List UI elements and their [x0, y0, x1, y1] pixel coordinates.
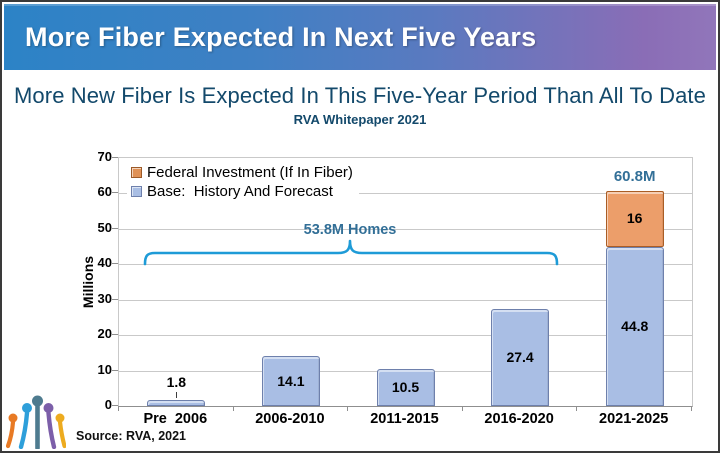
y-axis-tick-label: 30 — [97, 290, 112, 306]
x-axis-tick — [691, 406, 692, 411]
y-axis-tick-label: 40 — [97, 255, 112, 271]
label-leader-line — [176, 391, 178, 398]
logo-strand-blue — [18, 403, 32, 449]
legend-marker-federal-icon — [131, 167, 142, 178]
x-axis-category-label: 2021-2025 — [599, 411, 669, 427]
logo-strand-orange — [6, 413, 18, 449]
bar-segment-federal — [605, 190, 664, 248]
bar-value-label: 44.8 — [621, 318, 649, 335]
bar-value-label: 1.8 — [166, 373, 187, 390]
x-axis-category-label: 2006-2010 — [255, 411, 325, 427]
page-title: More Fiber Expected In Next Five Years — [25, 21, 537, 52]
x-axis-tick — [118, 406, 119, 411]
y-axis-tick — [112, 405, 118, 406]
y-axis-tick — [112, 298, 118, 300]
x-axis-tick — [576, 406, 577, 411]
y-axis-tick-label: 60 — [97, 184, 112, 200]
x-axis-category-label: Pre 2006 — [143, 411, 208, 427]
gridline — [119, 228, 692, 230]
bar-segment-base — [147, 399, 206, 406]
y-axis-tick — [112, 369, 118, 371]
plot-area: 53.8M Homes Federal Investment (If In Fi… — [118, 157, 693, 407]
x-axis-category-label: 2011-2015 — [370, 411, 439, 427]
y-axis-tick-label: 50 — [97, 219, 112, 235]
x-axis-tick — [347, 406, 348, 411]
source-attribution: Source: RVA, 2021 — [76, 429, 187, 443]
legend-item-base: Base: History And Forecast — [131, 182, 353, 201]
bar-segment-base — [491, 308, 550, 406]
y-axis-tick-label: 20 — [97, 326, 112, 342]
gridline — [119, 335, 692, 337]
bar-segment-base — [261, 356, 320, 406]
gridline — [119, 299, 692, 301]
bracket-path — [143, 239, 559, 266]
stack-total-label: 60.8M — [613, 167, 656, 185]
bar-segment-base — [376, 368, 435, 406]
y-axis-tick-label: 0 — [104, 397, 112, 412]
y-axis-tick-label: 10 — [97, 361, 112, 377]
gridline — [119, 193, 692, 195]
legend-item-federal: Federal Investment (If In Fiber) — [131, 163, 353, 182]
bracket-annotation-label: 53.8M Homes — [303, 222, 397, 238]
bar-value-label: 14.1 — [277, 372, 305, 389]
y-axis-tick — [112, 263, 118, 265]
y-axis-tick — [112, 192, 118, 194]
x-axis-tick — [462, 406, 463, 411]
legend-label-base: Base: History And Forecast — [147, 183, 333, 200]
header-banner: More Fiber Expected In Next Five Years — [4, 4, 716, 70]
y-axis-tick — [112, 157, 118, 158]
legend-marker-base-icon — [131, 186, 142, 197]
y-axis-tick — [112, 227, 118, 229]
y-axis-tick — [112, 334, 118, 336]
bar-segment-base — [605, 247, 664, 406]
bar-value-label: 16 — [626, 210, 643, 227]
x-axis-tick — [233, 406, 234, 411]
bar-value-label: 10.5 — [391, 378, 420, 395]
x-axis-category-label: 2016-2020 — [484, 411, 554, 427]
chart-title: More New Fiber Is Expected In This Five-… — [14, 83, 706, 108]
fiber-strands-logo — [6, 395, 66, 449]
logo-strand-gold — [55, 413, 66, 449]
y-axis-tick-label: 70 — [97, 149, 112, 164]
bar-value-label: 27.4 — [506, 348, 534, 365]
y-axis-title: Millions — [80, 255, 96, 309]
logo-strand-slate — [32, 395, 43, 449]
legend: Federal Investment (If In Fiber) Base: H… — [127, 161, 359, 204]
logo-strand-purple — [43, 403, 57, 449]
chart-subtitle: RVA Whitepaper 2021 — [293, 112, 427, 127]
legend-label-federal: Federal Investment (If In Fiber) — [147, 164, 353, 181]
